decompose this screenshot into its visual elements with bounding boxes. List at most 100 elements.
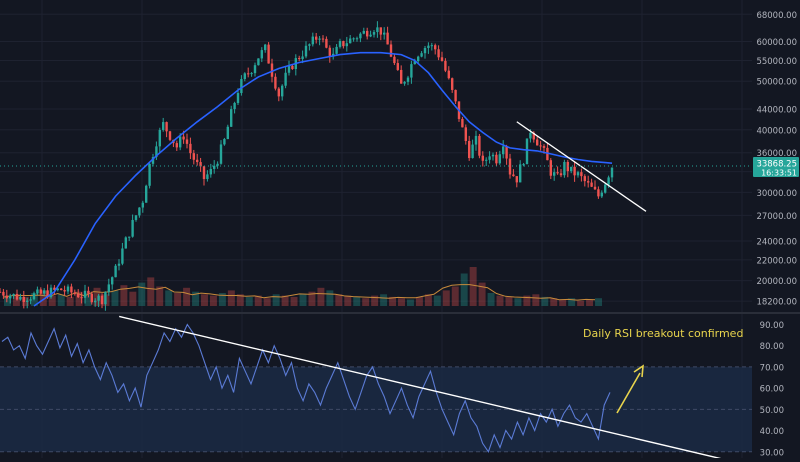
price-tick-label: 24000.00: [756, 237, 797, 247]
candle-body: [583, 176, 586, 182]
price-tick-label: 36000.00: [756, 149, 797, 159]
candle-body: [104, 291, 107, 305]
candle-body: [610, 167, 614, 178]
candle-body: [185, 139, 189, 144]
candle-body: [53, 287, 56, 290]
candle-body: [440, 57, 444, 61]
last-price-badge: [753, 157, 799, 178]
candle-body: [372, 32, 376, 35]
candle-body: [549, 160, 552, 176]
volume-bar: [595, 298, 602, 306]
volume-bar: [478, 282, 486, 306]
volume-bar: [532, 294, 540, 306]
volume-bar: [165, 290, 173, 306]
rsi-tick-label: 90.00: [760, 321, 784, 331]
candle-body: [277, 88, 280, 97]
volume-bar: [192, 291, 200, 306]
candle-body: [515, 176, 518, 183]
volume-bar: [147, 277, 155, 306]
volume-bar: [21, 296, 29, 306]
candle-body: [83, 290, 87, 298]
grid-layer: [0, 0, 752, 458]
moving-average-layer: [33, 51, 613, 307]
candle-body: [66, 286, 70, 292]
price-tick-label: 27000.00: [756, 212, 797, 222]
candle-body: [593, 186, 597, 190]
candle-body: [226, 126, 229, 140]
volume-bar: [577, 300, 585, 306]
candle-body: [5, 295, 8, 299]
candle-body: [485, 159, 488, 161]
volume-bar: [156, 286, 164, 306]
volume-bar: [353, 296, 361, 306]
candle-body: [498, 154, 501, 164]
candle-body: [131, 219, 134, 237]
candle-body: [315, 36, 318, 40]
candle-body: [63, 290, 66, 292]
rsi-trendline-layer: [119, 315, 739, 462]
price-tick-label: 60000.00: [756, 38, 797, 48]
candle-body: [427, 45, 430, 49]
volume-bar: [12, 294, 20, 306]
candle-body: [607, 177, 610, 185]
candle-body: [573, 166, 576, 176]
candle-body: [192, 153, 195, 160]
breakout-arrow: [616, 372, 641, 414]
candle-body: [461, 118, 464, 128]
candle-body: [335, 46, 338, 54]
candle-body: [36, 289, 39, 294]
candle-body: [437, 49, 440, 58]
price-axis[interactable]: 68000.00 60000.00 55000.00 50000.00 44000.00…: [0, 0, 800, 313]
candle-body: [546, 147, 549, 161]
volume-bar: [308, 291, 316, 306]
volume-bar: [4, 295, 11, 306]
candle-body: [454, 89, 457, 102]
candle-body: [311, 36, 314, 45]
candle-body: [138, 207, 141, 216]
candle-body: [165, 122, 168, 132]
candle-body: [423, 48, 427, 54]
candle-body: [400, 69, 403, 84]
candle-body: [264, 44, 267, 51]
candle-body: [471, 144, 474, 159]
candle-body: [29, 299, 32, 301]
candle-body: [182, 136, 185, 140]
candle-body: [434, 45, 437, 50]
candle-body: [19, 296, 22, 300]
candle-body: [233, 102, 236, 110]
candle-body: [267, 44, 270, 64]
last-price-value: 33868.25: [756, 160, 797, 170]
volume-bar: [433, 295, 441, 306]
candle-body: [236, 93, 240, 103]
price-tick-label: 18200.00: [756, 298, 797, 308]
candle-body: [196, 159, 199, 163]
candle-body: [121, 248, 124, 264]
candle-body: [155, 146, 158, 158]
candle-body: [308, 44, 311, 46]
volume-bar: [84, 293, 92, 306]
candle-body: [587, 181, 590, 183]
candle-body: [12, 293, 15, 296]
rsi-layer: [1, 323, 611, 454]
candle-body: [301, 56, 304, 60]
price-tick-label: 44000.00: [756, 106, 797, 116]
candle-body: [202, 166, 206, 180]
volume-bar: [254, 295, 262, 306]
candle-body: [389, 44, 393, 57]
rsi-axis[interactable]: 90.00 80.00 70.00 60.00 50.00 40.00 30.00: [752, 314, 800, 458]
candle-body: [590, 182, 593, 187]
candle-body: [162, 122, 165, 130]
candle-body: [284, 72, 287, 86]
candle-body: [349, 38, 352, 44]
rsi-tick-label: 40.00: [760, 427, 784, 437]
candle-body: [522, 164, 525, 166]
candle-body: [189, 143, 192, 154]
candle-body: [260, 50, 263, 59]
candle-body: [124, 237, 127, 249]
candle-body: [70, 286, 73, 293]
candle-body: [219, 144, 223, 164]
candle-body: [145, 185, 148, 203]
volume-bar: [93, 287, 101, 306]
candle-body: [128, 236, 131, 238]
